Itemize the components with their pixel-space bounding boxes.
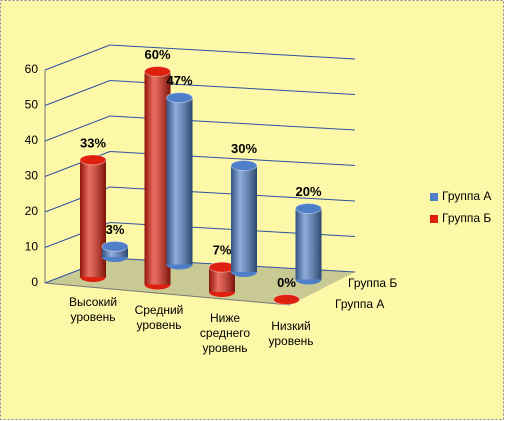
y-tick-label: 0 <box>31 275 38 289</box>
value-label: 0% <box>277 275 296 290</box>
value-label: 33% <box>80 135 106 150</box>
depth-label: Группа Б <box>348 276 397 290</box>
y-tick-label: 20 <box>25 204 39 218</box>
bar-shade <box>102 246 128 257</box>
bar <box>166 92 193 270</box>
floor <box>45 258 355 305</box>
value-label: 47% <box>166 73 192 88</box>
grid-line <box>44 80 111 106</box>
grid-line <box>109 44 356 60</box>
bar-shade <box>144 71 171 285</box>
bar-top <box>295 203 322 214</box>
bar <box>230 160 258 277</box>
value-label: 60% <box>144 47 170 62</box>
depth-label: Группа А <box>335 297 384 311</box>
y-tick-label: 10 <box>25 240 39 254</box>
y-tick-label: 60 <box>25 62 39 76</box>
x-tick-label: Низкий уровень <box>268 319 314 348</box>
x-tick-label: Высокий уровень <box>68 295 118 324</box>
y-tick-label: 30 <box>25 169 39 183</box>
y-tick-label: 40 <box>25 133 39 147</box>
legend-swatch <box>430 193 438 201</box>
bar <box>144 66 171 290</box>
bar-top <box>166 92 193 104</box>
bar-shade <box>231 165 257 272</box>
grid-line <box>44 115 111 142</box>
bar-shade <box>166 97 193 265</box>
bar <box>295 203 322 285</box>
bar-top <box>273 294 300 305</box>
bar <box>101 240 129 262</box>
bar-top <box>101 240 129 252</box>
bar <box>208 261 236 297</box>
y-tick-label: 50 <box>25 98 39 112</box>
legend-label: Группа Б <box>442 211 491 225</box>
legend-swatch <box>430 215 438 223</box>
bar <box>79 154 107 282</box>
x-axis <box>44 282 291 306</box>
bar-shade <box>295 208 322 280</box>
value-label: 3% <box>106 222 125 237</box>
bar <box>273 294 300 305</box>
bar-top <box>79 154 107 166</box>
value-label: 7% <box>213 243 232 258</box>
bar-top <box>230 160 258 171</box>
grid-line <box>44 44 111 71</box>
value-label: 30% <box>231 141 257 156</box>
x-tick-label: Средний уровень <box>134 303 184 332</box>
value-label: 20% <box>295 184 321 199</box>
legend-label: Группа А <box>442 189 491 203</box>
bar-shade <box>80 159 106 277</box>
bar-top <box>144 66 171 77</box>
x-tick-label: Ниже среднего уровень <box>199 311 251 355</box>
